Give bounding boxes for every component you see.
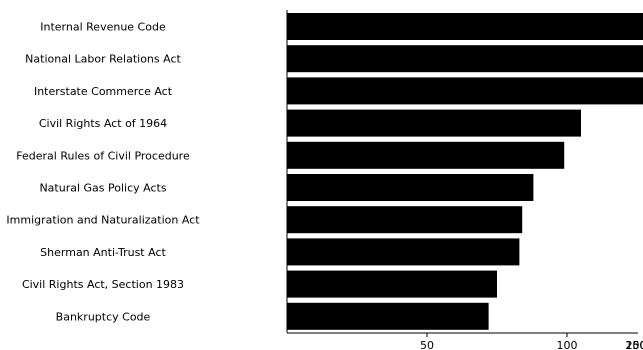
bars xyxy=(287,13,643,330)
bar xyxy=(287,45,643,73)
category-label: Bankruptcy Code xyxy=(56,310,151,323)
category-label: Civil Rights Act of 1964 xyxy=(39,117,167,130)
x-tick-label: 250 xyxy=(626,339,643,350)
category-label: Internal Revenue Code xyxy=(40,21,166,34)
x-tick-label: 100 xyxy=(557,339,578,350)
category-label: Federal Rules of Civil Procedure xyxy=(16,149,190,162)
category-label: Civil Rights Act, Section 1983 xyxy=(22,278,184,291)
bar xyxy=(287,77,643,105)
bar xyxy=(287,238,520,266)
x-tick-label: 50 xyxy=(420,339,434,350)
x-tick-label: 150 xyxy=(626,339,643,350)
bar xyxy=(287,174,534,201)
bar xyxy=(287,13,643,40)
x-axis: 50 100 150200250 xyxy=(420,333,643,350)
category-label: Natural Gas Policy Acts xyxy=(39,182,166,195)
x-tick-label: 200 xyxy=(626,339,643,350)
bar xyxy=(287,141,565,169)
bar xyxy=(287,109,581,137)
category-label: National Labor Relations Act xyxy=(25,53,181,66)
category-label: Immigration and Naturalization Act xyxy=(6,214,200,227)
category-label: Sherman Anti-Trust Act xyxy=(40,246,166,259)
category-labels: Internal Revenue Code National Labor Rela… xyxy=(6,21,200,324)
bar xyxy=(287,270,497,298)
category-label: Interstate Commerce Act xyxy=(34,85,173,98)
bar xyxy=(287,302,489,330)
bar xyxy=(287,206,523,234)
